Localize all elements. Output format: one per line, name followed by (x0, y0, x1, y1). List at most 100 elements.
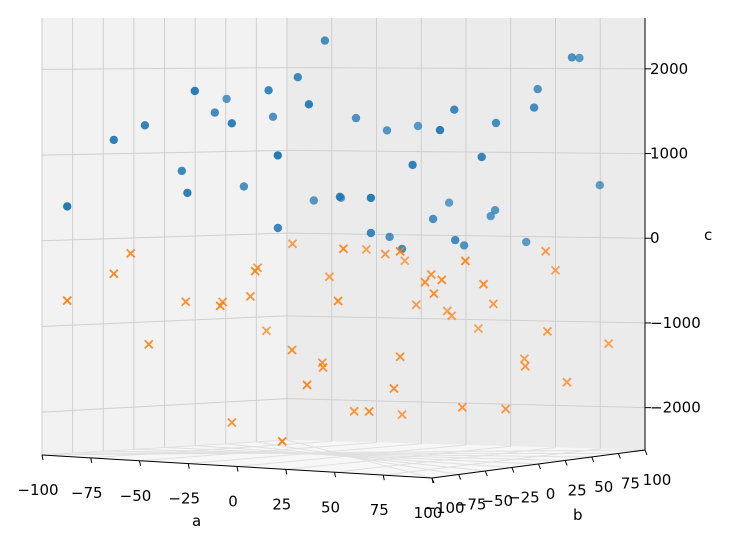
series-0-point (477, 152, 486, 162)
series-1-point (397, 410, 407, 420)
x-tick-label: −75 (71, 484, 103, 502)
series-0-point (595, 181, 604, 190)
y-tick-label: 0 (546, 485, 556, 503)
series-1-point (181, 297, 191, 307)
series-0-point (491, 118, 501, 128)
series-0-point (385, 232, 394, 242)
z-tick-label: 2000 (650, 60, 688, 78)
series-0-point (529, 103, 539, 112)
series-1-point (126, 248, 136, 259)
series-1-point (144, 339, 154, 350)
series-1-point (420, 277, 430, 287)
x-tick-label: 100 (414, 504, 443, 522)
series-1-point (437, 275, 447, 285)
series-0-point (575, 53, 584, 63)
series-1-point (361, 244, 371, 255)
series-1-point (261, 326, 272, 336)
series-1-point (215, 301, 225, 311)
x-axis-label: a (192, 512, 201, 530)
series-1-point (542, 326, 553, 337)
series-0-point (293, 73, 302, 82)
grid-line-z (41, 398, 288, 413)
z-axis-label: c (704, 226, 712, 244)
x-tick-mark (139, 460, 141, 466)
series-0-point (490, 206, 500, 215)
y-tick-label: 50 (594, 478, 613, 496)
series-1-point (338, 244, 349, 254)
data-points (62, 36, 614, 447)
grid-line-z (41, 67, 288, 70)
y-tick-label: −50 (481, 492, 513, 510)
grid-line-z (286, 149, 646, 155)
series-0-point (408, 160, 417, 170)
series-1-point (395, 352, 405, 362)
x-tick-mark (236, 466, 239, 472)
series-0-point (109, 135, 119, 145)
y-tick-label: −100 (423, 499, 464, 517)
x-tick-label: 0 (228, 493, 238, 511)
x-tick-mark (285, 469, 288, 475)
series-0-point (140, 121, 150, 130)
series-1-point (245, 291, 256, 302)
series-1-point (109, 269, 119, 279)
z-tick-label: −2000 (650, 399, 701, 417)
y-tick-mark (538, 463, 541, 470)
series-1-point (287, 345, 297, 355)
series-1-point (411, 300, 421, 310)
series-1-point (447, 311, 457, 321)
series-0-point (382, 126, 392, 135)
series-0-point (273, 223, 283, 233)
series-1-point (478, 279, 489, 289)
series-0-point (486, 211, 495, 221)
series-1-point (603, 339, 614, 349)
series-1-point (364, 406, 374, 417)
series-0-point (366, 193, 376, 203)
series-1-point (250, 266, 260, 276)
series-1-point (302, 380, 312, 390)
grid-line-z (286, 67, 646, 70)
y-tick-label: 75 (621, 475, 640, 493)
y-tick-label: −75 (455, 496, 487, 514)
series-0-point (533, 84, 542, 94)
series-0-point (320, 36, 330, 45)
series-1-point (62, 295, 72, 306)
y-tick-mark (617, 453, 621, 459)
series-1-point (429, 289, 439, 299)
series-0-point (366, 228, 376, 238)
series-1-point (277, 436, 287, 447)
z-tick-label: −1000 (650, 314, 701, 332)
x-tick-label: 50 (321, 498, 340, 516)
grid-line-z (41, 149, 288, 156)
x-tick-mark (90, 457, 93, 463)
series-0-point (428, 214, 438, 224)
x-tick-mark (334, 472, 336, 478)
floor-grid-line (139, 442, 377, 462)
series-0-point (413, 121, 423, 131)
series-1-point (460, 256, 471, 266)
series-1-point (426, 269, 436, 280)
series-1-point (501, 404, 511, 414)
series-1-point (540, 246, 551, 256)
series-0-point (435, 125, 445, 135)
y-axis-label: b (573, 506, 583, 524)
series-1-point (380, 249, 390, 259)
x-tick-label: −100 (17, 481, 58, 499)
series-1-point (488, 299, 498, 309)
series-1-point (287, 239, 298, 249)
series-1-point (395, 246, 405, 256)
axis-lines (41, 18, 651, 484)
series-1-point (473, 323, 483, 334)
x-tick-label: −50 (120, 487, 152, 505)
x-tick-label: 75 (370, 501, 389, 519)
y-tick-mark (591, 456, 595, 463)
floor-grid-line (285, 445, 511, 470)
series-1-point (333, 296, 343, 306)
x-tick-mark (382, 475, 385, 481)
series-0-point (227, 119, 236, 128)
grid-line-z (286, 315, 646, 324)
series-0-point (239, 182, 249, 191)
series-1-point (400, 256, 410, 266)
y-tick-label: −25 (508, 489, 540, 507)
y-tick-label: 25 (568, 482, 587, 500)
